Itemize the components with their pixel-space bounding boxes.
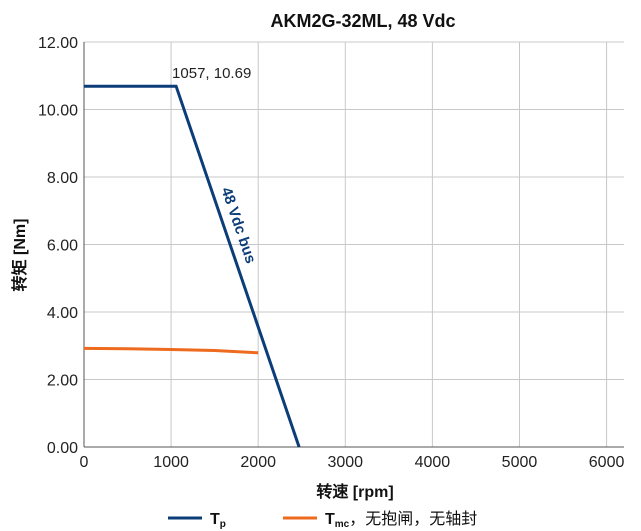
x-tick-label: 0 (80, 454, 89, 471)
x-tick-label: 3000 (327, 454, 363, 471)
y-tick-label: 4.00 (47, 305, 78, 322)
x-tick-label: 6000 (589, 454, 625, 471)
y-tick-label: 0.00 (47, 440, 78, 457)
y-tick-label: 8.00 (47, 170, 78, 187)
series-line-tmc (83, 346, 259, 355)
grid-lines (83, 41, 624, 448)
y-tick-label: 12.00 (38, 35, 78, 52)
axes: 0 1000 2000 3000 4000 5000 6000 0.00 2.00 4.00 6.0… (38, 35, 625, 471)
x-tick-label: 1000 (153, 454, 189, 471)
y-axis-title: 转矩 [Nm] (10, 219, 29, 292)
y-tick-label: 10.00 (38, 103, 78, 120)
series-line-tp (84, 84, 301, 448)
y-tick-label: 2.00 (47, 373, 78, 390)
x-axis-title: 转速 [rpm] (316, 482, 393, 501)
legend-label-tp: Tp (210, 511, 226, 530)
series-lines (83, 84, 301, 448)
corner-point-label: 1057, 10.69 (172, 65, 251, 82)
x-tick-label: 5000 (502, 454, 538, 471)
x-tick-label: 4000 (415, 454, 451, 471)
legend-label-tmc: Tmc，无抱闸，无轴封 (325, 510, 477, 530)
chart-title: AKM2G-32ML, 48 Vdc (270, 11, 455, 31)
x-tick-label: 2000 (240, 454, 276, 471)
legend: Tp Tmc，无抱闸，无轴封 (168, 510, 477, 530)
y-tick-label: 6.00 (47, 238, 78, 255)
